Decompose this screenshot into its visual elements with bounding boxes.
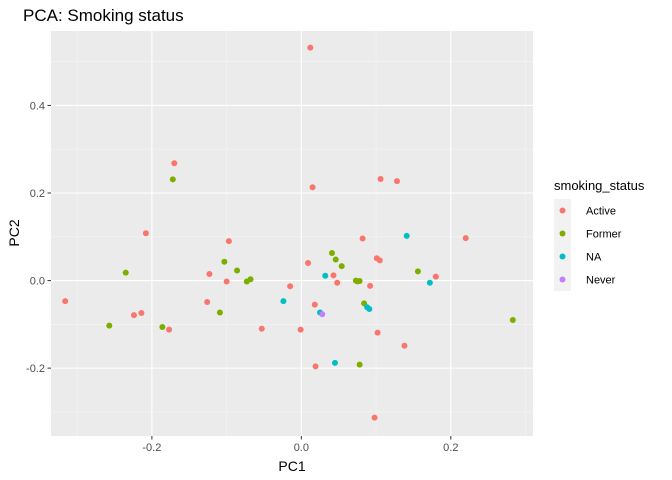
x-tick-label: -0.2 [142, 442, 161, 454]
legend-item-active: Active [554, 199, 616, 222]
legend-item-never: Never [554, 268, 616, 291]
legend-marker-never [559, 276, 566, 283]
x-axis-title: PC1 [278, 458, 305, 474]
data-point-active [311, 301, 318, 308]
x-axis: -0.2 0.0 0.2 [142, 436, 458, 454]
data-point-active [204, 299, 211, 306]
y-axis-title: PC2 [6, 219, 22, 246]
y-tick-label: -0.2 [26, 363, 45, 375]
data-point-active [206, 271, 213, 277]
data-point-active [138, 309, 145, 316]
data-point-former [509, 316, 516, 323]
y-axis: -0.2 0.0 0.2 0.4 [26, 100, 51, 375]
data-point-active [376, 257, 383, 264]
legend-item-na: NA [554, 245, 602, 268]
legend-marker-active [559, 207, 566, 214]
legend-marker-na [559, 253, 566, 260]
data-point-active [377, 175, 384, 182]
legend-marker-former [559, 230, 566, 237]
legend-title: smoking_status [554, 178, 645, 193]
legend: smoking_status Active Former NA Never [554, 178, 645, 291]
data-point-former [159, 323, 166, 330]
data-point-former [122, 269, 129, 276]
data-point-former [234, 267, 241, 274]
data-point-active [371, 414, 378, 421]
data-point-active [312, 363, 319, 370]
data-point-former [338, 263, 345, 270]
data-point-active [225, 238, 232, 245]
data-point-active [330, 272, 337, 279]
data-point-active [462, 235, 469, 242]
data-point-active [334, 279, 341, 286]
data-point-active [307, 44, 314, 51]
x-tick-label: 0.0 [294, 442, 309, 454]
data-point-active [166, 326, 173, 333]
data-point-active [287, 283, 294, 290]
data-point-former [169, 176, 176, 183]
data-point-na [331, 359, 338, 366]
data-point-former [356, 278, 363, 285]
legend-label-never: Never [586, 275, 616, 287]
legend-item-former: Former [554, 222, 622, 245]
data-point-former [414, 268, 421, 275]
chart-title: PCA: Smoking status [23, 6, 184, 25]
legend-label-former: Former [586, 229, 622, 241]
y-tick-label: 0.2 [30, 188, 45, 200]
data-point-na [322, 272, 329, 279]
data-point-active [367, 282, 374, 289]
data-point-active [305, 260, 312, 267]
data-point-former [332, 256, 339, 263]
data-point-active [258, 325, 265, 332]
data-point-active [309, 184, 316, 191]
data-point-active [297, 326, 304, 333]
x-tick-label: 0.2 [443, 442, 458, 454]
data-point-never [319, 311, 326, 318]
data-point-active [62, 298, 69, 305]
y-tick-label: 0.4 [30, 100, 45, 112]
data-point-former [243, 278, 250, 285]
y-tick-label: 0.0 [30, 276, 45, 288]
data-point-former [106, 322, 113, 329]
minor-grid [51, 31, 533, 436]
data-point-active [223, 278, 230, 285]
data-point-active [374, 329, 381, 336]
data-point-active [393, 178, 400, 185]
points-layer [62, 44, 516, 421]
legend-label-active: Active [586, 206, 616, 218]
plot-panel [51, 31, 533, 436]
data-point-former [356, 361, 363, 368]
data-point-former [328, 249, 335, 256]
major-grid [51, 31, 533, 436]
data-point-na [366, 306, 373, 313]
data-point-active [432, 273, 439, 280]
data-point-active [401, 342, 408, 349]
data-point-former [221, 258, 228, 265]
legend-label-na: NA [586, 252, 602, 264]
data-point-former [216, 309, 223, 316]
legend-items: Active Former NA Never [554, 199, 622, 291]
data-point-active [142, 230, 149, 237]
data-point-na [280, 298, 287, 305]
data-point-na [426, 279, 433, 286]
data-point-active [359, 235, 366, 242]
data-point-active [171, 160, 178, 167]
data-point-active [130, 312, 137, 319]
data-point-na [403, 232, 410, 239]
